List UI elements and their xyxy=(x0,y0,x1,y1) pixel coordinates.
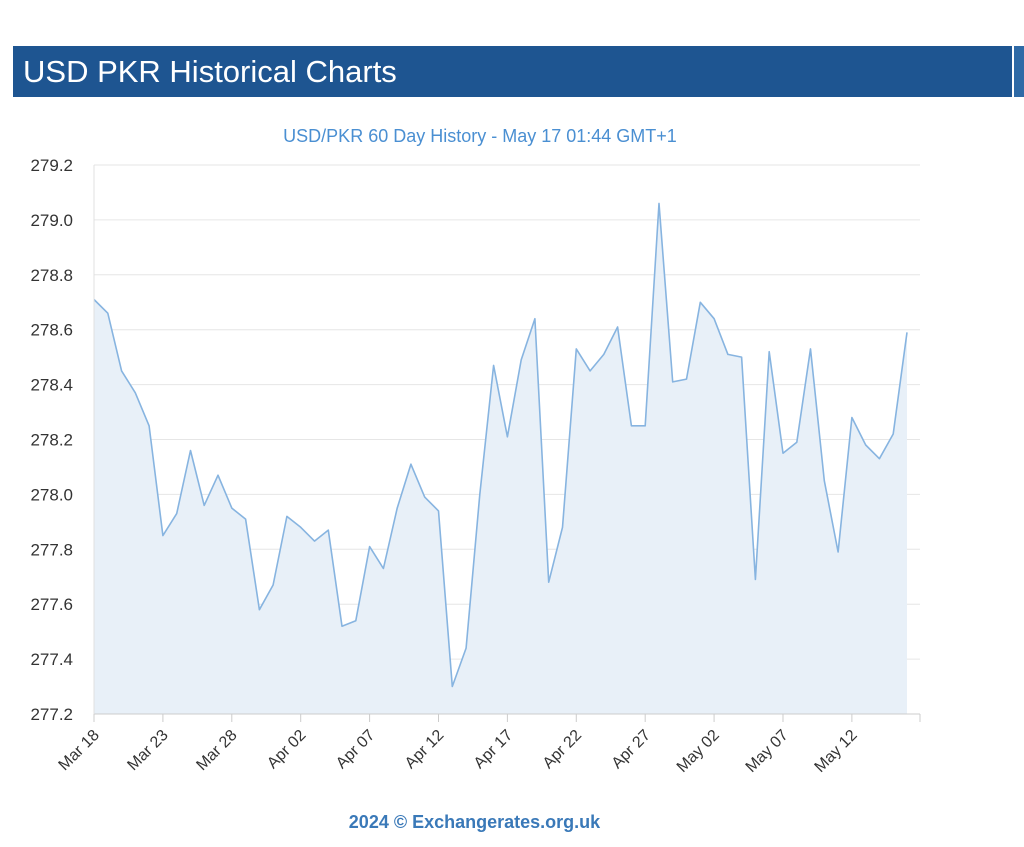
x-tick-label: Mar 23 xyxy=(124,727,171,774)
y-tick-label: 278.2 xyxy=(30,431,73,450)
x-tick-label: May 02 xyxy=(674,727,723,776)
x-tick-label: May 07 xyxy=(743,727,792,776)
y-tick-label: 278.6 xyxy=(30,321,73,340)
x-tick-label: May 12 xyxy=(812,727,861,776)
y-tick-label: 278.0 xyxy=(30,485,73,504)
x-tick-label: Mar 18 xyxy=(56,727,103,774)
usd-pkr-chart: 279.2 279.0 278.8 278.6 278.4 278.2 278.0 277.8… xyxy=(30,126,921,776)
x-tick-label: Apr 27 xyxy=(609,727,654,772)
axes xyxy=(93,165,921,722)
series-line-usd-pkr xyxy=(93,202,908,688)
x-tick-label: Apr 17 xyxy=(471,727,516,772)
header-accent xyxy=(1014,46,1024,97)
footer-credit[interactable]: 2024 © Exchangerates.org.uk xyxy=(348,812,601,832)
y-tick-label: 277.6 xyxy=(30,595,73,614)
y-tick-label: 277.8 xyxy=(30,540,73,559)
series-area xyxy=(94,203,907,714)
y-tick-label: 279.2 xyxy=(30,156,73,175)
chart-title: USD/PKR 60 Day History - May 17 01:44 GM… xyxy=(283,126,677,146)
x-tick-label: Apr 02 xyxy=(264,727,309,772)
header-bar xyxy=(13,46,1012,97)
series-line xyxy=(93,202,908,688)
x-tick-labels: Mar 18 Mar 23 Mar 28 Apr 02 Apr 07 Apr 12 Apr … xyxy=(56,727,861,776)
y-tick-label: 277.2 xyxy=(30,705,73,724)
x-tick-label: Mar 28 xyxy=(193,727,240,774)
page-title: USD PKR Historical Charts xyxy=(23,54,397,89)
y-tick-label: 277.4 xyxy=(30,650,73,669)
y-tick-label: 278.8 xyxy=(30,266,73,285)
x-tick-label: Apr 07 xyxy=(333,727,378,772)
area-fill xyxy=(94,203,907,714)
x-tick-label: Apr 22 xyxy=(540,727,585,772)
y-tick-labels: 279.2 279.0 278.8 278.6 278.4 278.2 278.0 277.8… xyxy=(30,156,73,724)
y-tick-label: 278.4 xyxy=(30,376,73,395)
y-tick-label: 279.0 xyxy=(30,211,73,230)
x-tick-label: Apr 12 xyxy=(402,727,447,772)
